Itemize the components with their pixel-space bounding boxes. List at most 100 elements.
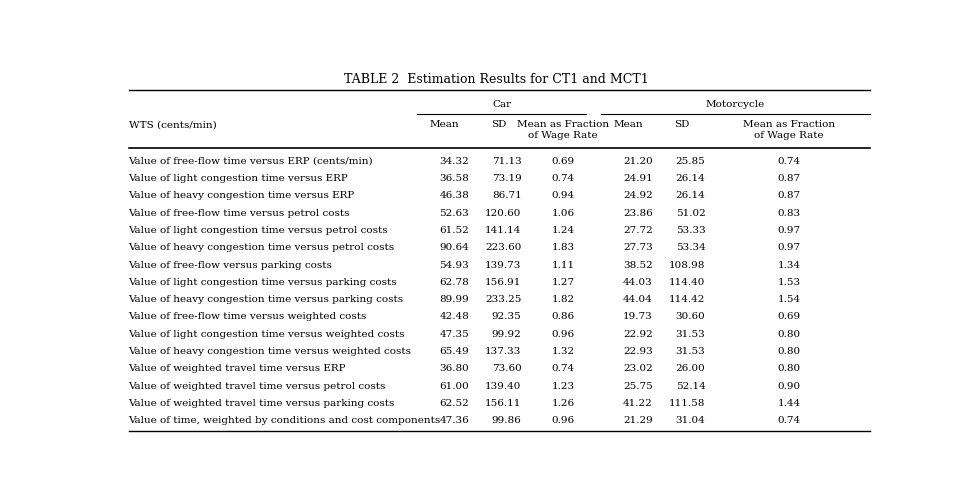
Text: Value of light congestion time versus petrol costs: Value of light congestion time versus pe… — [129, 226, 388, 235]
Text: 99.92: 99.92 — [492, 330, 522, 339]
Text: 0.83: 0.83 — [777, 208, 801, 218]
Text: SD: SD — [675, 120, 690, 129]
Text: 90.64: 90.64 — [439, 243, 469, 252]
Text: 26.14: 26.14 — [676, 174, 706, 183]
Text: 53.34: 53.34 — [676, 243, 706, 252]
Text: 22.93: 22.93 — [623, 347, 652, 356]
Text: 54.93: 54.93 — [439, 260, 469, 270]
Text: 52.14: 52.14 — [676, 382, 706, 391]
Text: 0.87: 0.87 — [777, 174, 801, 183]
Text: Value of free-flow versus parking costs: Value of free-flow versus parking costs — [129, 260, 332, 270]
Text: 86.71: 86.71 — [492, 191, 522, 200]
Text: 139.40: 139.40 — [485, 382, 522, 391]
Text: 61.52: 61.52 — [439, 226, 469, 235]
Text: 47.36: 47.36 — [439, 416, 469, 425]
Text: Value of heavy congestion time versus weighted costs: Value of heavy congestion time versus we… — [129, 347, 411, 356]
Text: 27.73: 27.73 — [623, 243, 652, 252]
Text: 26.00: 26.00 — [676, 365, 706, 373]
Text: Value of heavy congestion time versus petrol costs: Value of heavy congestion time versus pe… — [129, 243, 395, 252]
Text: 24.91: 24.91 — [623, 174, 652, 183]
Text: Mean: Mean — [614, 120, 644, 129]
Text: 65.49: 65.49 — [439, 347, 469, 356]
Text: 1.32: 1.32 — [552, 347, 574, 356]
Text: Mean as Fraction
of Wage Rate: Mean as Fraction of Wage Rate — [517, 120, 609, 140]
Text: 0.69: 0.69 — [552, 157, 574, 165]
Text: 0.90: 0.90 — [777, 382, 801, 391]
Text: 0.86: 0.86 — [552, 313, 574, 322]
Text: 23.02: 23.02 — [623, 365, 652, 373]
Text: 114.40: 114.40 — [669, 278, 706, 287]
Text: 89.99: 89.99 — [439, 295, 469, 304]
Text: 0.69: 0.69 — [777, 313, 801, 322]
Text: 1.26: 1.26 — [552, 399, 574, 408]
Text: Car: Car — [492, 100, 511, 110]
Text: 0.97: 0.97 — [777, 243, 801, 252]
Text: 0.94: 0.94 — [552, 191, 574, 200]
Text: 0.87: 0.87 — [777, 191, 801, 200]
Text: 0.80: 0.80 — [777, 330, 801, 339]
Text: Mean as Fraction
of Wage Rate: Mean as Fraction of Wage Rate — [743, 120, 835, 140]
Text: 1.82: 1.82 — [552, 295, 574, 304]
Text: Value of heavy congestion time versus ERP: Value of heavy congestion time versus ER… — [129, 191, 354, 200]
Text: 19.73: 19.73 — [623, 313, 652, 322]
Text: 1.24: 1.24 — [552, 226, 574, 235]
Text: 1.23: 1.23 — [552, 382, 574, 391]
Text: 31.53: 31.53 — [676, 347, 706, 356]
Text: 114.42: 114.42 — [669, 295, 706, 304]
Text: Value of weighted travel time versus parking costs: Value of weighted travel time versus par… — [129, 399, 395, 408]
Text: 36.80: 36.80 — [439, 365, 469, 373]
Text: Value of free-flow time versus ERP (cents/min): Value of free-flow time versus ERP (cent… — [129, 157, 373, 165]
Text: Motorcycle: Motorcycle — [706, 100, 765, 110]
Text: 73.19: 73.19 — [492, 174, 522, 183]
Text: 1.83: 1.83 — [552, 243, 574, 252]
Text: 137.33: 137.33 — [485, 347, 522, 356]
Text: 1.11: 1.11 — [552, 260, 574, 270]
Text: 0.96: 0.96 — [552, 416, 574, 425]
Text: 139.73: 139.73 — [485, 260, 522, 270]
Text: 44.03: 44.03 — [623, 278, 652, 287]
Text: 233.25: 233.25 — [485, 295, 522, 304]
Text: 71.13: 71.13 — [492, 157, 522, 165]
Text: 47.35: 47.35 — [439, 330, 469, 339]
Text: 1.34: 1.34 — [777, 260, 801, 270]
Text: 36.58: 36.58 — [439, 174, 469, 183]
Text: Value of heavy congestion time versus parking costs: Value of heavy congestion time versus pa… — [129, 295, 404, 304]
Text: 223.60: 223.60 — [485, 243, 522, 252]
Text: 156.11: 156.11 — [485, 399, 522, 408]
Text: 30.60: 30.60 — [676, 313, 706, 322]
Text: Value of free-flow time versus weighted costs: Value of free-flow time versus weighted … — [129, 313, 367, 322]
Text: 111.58: 111.58 — [669, 399, 706, 408]
Text: SD: SD — [491, 120, 506, 129]
Text: 62.52: 62.52 — [439, 399, 469, 408]
Text: 0.74: 0.74 — [552, 174, 574, 183]
Text: Value of time, weighted by conditions and cost components: Value of time, weighted by conditions an… — [129, 416, 440, 425]
Text: 31.53: 31.53 — [676, 330, 706, 339]
Text: 92.35: 92.35 — [492, 313, 522, 322]
Text: 0.97: 0.97 — [777, 226, 801, 235]
Text: 51.02: 51.02 — [676, 208, 706, 218]
Text: 141.14: 141.14 — [485, 226, 522, 235]
Text: 44.04: 44.04 — [623, 295, 652, 304]
Text: 62.78: 62.78 — [439, 278, 469, 287]
Text: 52.63: 52.63 — [439, 208, 469, 218]
Text: 34.32: 34.32 — [439, 157, 469, 165]
Text: Value of light congestion time versus parking costs: Value of light congestion time versus pa… — [129, 278, 397, 287]
Text: 0.80: 0.80 — [777, 365, 801, 373]
Text: 108.98: 108.98 — [669, 260, 706, 270]
Text: 1.53: 1.53 — [777, 278, 801, 287]
Text: Value of weighted travel time versus petrol costs: Value of weighted travel time versus pet… — [129, 382, 386, 391]
Text: 73.60: 73.60 — [492, 365, 522, 373]
Text: 0.74: 0.74 — [552, 365, 574, 373]
Text: 21.20: 21.20 — [623, 157, 652, 165]
Text: 22.92: 22.92 — [623, 330, 652, 339]
Text: 38.52: 38.52 — [623, 260, 652, 270]
Text: 25.85: 25.85 — [676, 157, 706, 165]
Text: 0.74: 0.74 — [777, 416, 801, 425]
Text: 53.33: 53.33 — [676, 226, 706, 235]
Text: 120.60: 120.60 — [485, 208, 522, 218]
Text: Mean: Mean — [430, 120, 460, 129]
Text: 31.04: 31.04 — [676, 416, 706, 425]
Text: 23.86: 23.86 — [623, 208, 652, 218]
Text: 27.72: 27.72 — [623, 226, 652, 235]
Text: Value of free-flow time versus petrol costs: Value of free-flow time versus petrol co… — [129, 208, 350, 218]
